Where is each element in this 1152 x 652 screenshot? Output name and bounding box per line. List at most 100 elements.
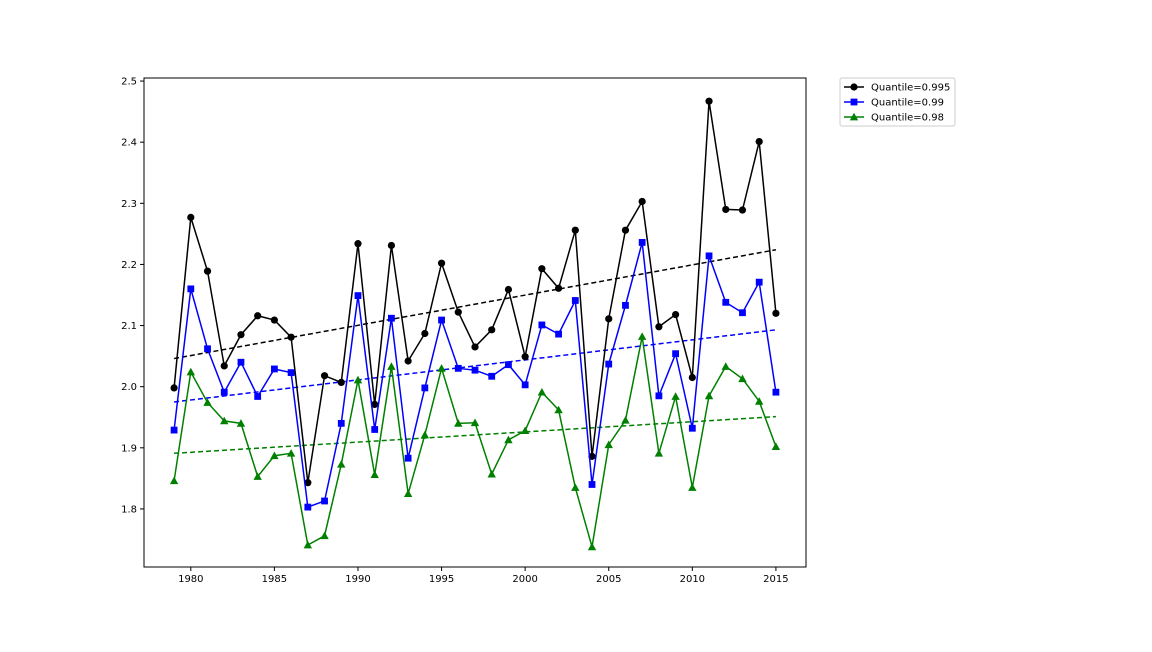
data-point-2-17 xyxy=(454,419,463,427)
data-point-2-8 xyxy=(303,540,313,549)
data-point-0-29 xyxy=(655,323,663,331)
data-point-0-20 xyxy=(504,285,513,294)
data-point-2-28 xyxy=(637,332,647,340)
data-point-2-15 xyxy=(420,430,430,439)
y-tick-label: 2.1 xyxy=(121,321,137,332)
data-point-1-22 xyxy=(538,321,546,329)
data-point-1-24 xyxy=(571,297,579,304)
data-point-2-30 xyxy=(671,392,680,400)
data-point-2-14 xyxy=(403,489,413,498)
data-point-1-16 xyxy=(438,316,445,324)
data-point-2-31 xyxy=(688,483,697,491)
data-point-2-10 xyxy=(337,460,346,468)
data-point-2-25 xyxy=(587,542,597,551)
data-point-0-35 xyxy=(755,137,763,146)
data-point-1-25 xyxy=(588,481,596,488)
x-tick-label: 2010 xyxy=(680,574,705,585)
data-point-2-11 xyxy=(353,375,363,384)
data-point-1-3 xyxy=(220,388,228,396)
data-point-1-11 xyxy=(354,292,362,300)
x-tick-label: 1990 xyxy=(345,574,370,585)
plot-frame xyxy=(143,77,807,568)
data-point-0-8 xyxy=(304,479,312,487)
data-point-1-30 xyxy=(672,350,680,358)
data-point-0-26 xyxy=(605,315,613,323)
data-point-2-20 xyxy=(504,435,513,444)
data-point-0-6 xyxy=(270,316,278,324)
legend-marker-0 xyxy=(850,83,858,91)
legend: Quantile=0.995 Quantile=0.99 Quantile=0.98 xyxy=(839,77,956,127)
y-tick-label: 2.3 xyxy=(121,199,137,210)
data-point-2-6 xyxy=(270,451,279,460)
data-point-0-24 xyxy=(571,226,579,234)
data-point-2-23 xyxy=(554,405,563,414)
x-tick-label: 1980 xyxy=(178,574,203,585)
data-point-0-13 xyxy=(387,241,396,250)
x-tick-label: 2005 xyxy=(596,574,621,585)
y-tick-label: 2.2 xyxy=(121,260,137,271)
data-point-2-21 xyxy=(520,426,530,435)
data-point-1-29 xyxy=(655,392,663,400)
data-point-0-27 xyxy=(621,226,630,234)
data-point-0-14 xyxy=(404,357,412,365)
data-point-1-34 xyxy=(739,309,746,317)
data-point-2-27 xyxy=(621,416,630,424)
data-point-0-4 xyxy=(237,331,245,339)
data-point-0-11 xyxy=(354,240,362,248)
data-point-1-7 xyxy=(287,369,295,377)
data-point-2-24 xyxy=(571,483,580,491)
data-point-1-13 xyxy=(388,314,395,322)
data-point-1-32 xyxy=(705,252,713,260)
data-point-1-31 xyxy=(688,424,696,432)
data-point-0-12 xyxy=(371,400,379,409)
data-point-0-10 xyxy=(337,378,345,387)
trend-line-2 xyxy=(174,415,776,455)
data-point-0-2 xyxy=(203,267,212,275)
legend-label-1: Quantile=0.99 xyxy=(871,98,944,109)
data-point-1-20 xyxy=(505,361,512,369)
data-point-2-1 xyxy=(186,367,196,376)
data-point-1-23 xyxy=(555,330,562,338)
y-tick-label: 2.5 xyxy=(121,77,137,88)
data-point-0-33 xyxy=(722,205,730,214)
data-point-0-15 xyxy=(421,329,429,338)
data-point-1-12 xyxy=(371,426,379,433)
data-point-2-36 xyxy=(771,442,781,450)
legend-box xyxy=(839,77,956,127)
data-point-0-17 xyxy=(454,308,462,316)
trend-line-0 xyxy=(173,249,777,360)
data-point-0-23 xyxy=(554,284,563,292)
data-point-0-3 xyxy=(220,362,228,370)
x-tick-label: 2000 xyxy=(512,574,537,585)
data-point-1-35 xyxy=(755,278,763,286)
data-point-0-18 xyxy=(471,343,479,351)
data-point-0-32 xyxy=(705,97,713,105)
data-series xyxy=(169,97,781,551)
trend-line-1 xyxy=(174,329,776,403)
data-point-1-28 xyxy=(638,239,646,246)
data-point-2-4 xyxy=(236,419,246,427)
data-point-0-22 xyxy=(538,265,546,273)
data-point-1-15 xyxy=(421,384,429,392)
data-point-1-4 xyxy=(237,358,245,366)
data-point-0-21 xyxy=(521,353,529,361)
data-point-0-5 xyxy=(254,312,262,320)
data-point-1-6 xyxy=(270,365,278,373)
data-point-2-26 xyxy=(604,440,613,449)
y-tick-label: 1.8 xyxy=(121,504,137,515)
y-tick-label: 2.0 xyxy=(121,382,137,393)
data-point-1-17 xyxy=(454,364,462,372)
data-point-1-0 xyxy=(170,426,178,434)
data-point-0-16 xyxy=(437,259,446,267)
x-tick-label: 2015 xyxy=(763,574,788,585)
data-point-1-21 xyxy=(521,381,529,389)
data-point-0-31 xyxy=(688,373,696,382)
data-point-1-19 xyxy=(488,372,496,380)
data-point-2-9 xyxy=(320,531,329,540)
data-point-1-33 xyxy=(722,298,730,306)
data-point-2-2 xyxy=(203,398,212,406)
x-tick-label: 1995 xyxy=(429,574,454,585)
data-point-1-2 xyxy=(204,345,211,353)
